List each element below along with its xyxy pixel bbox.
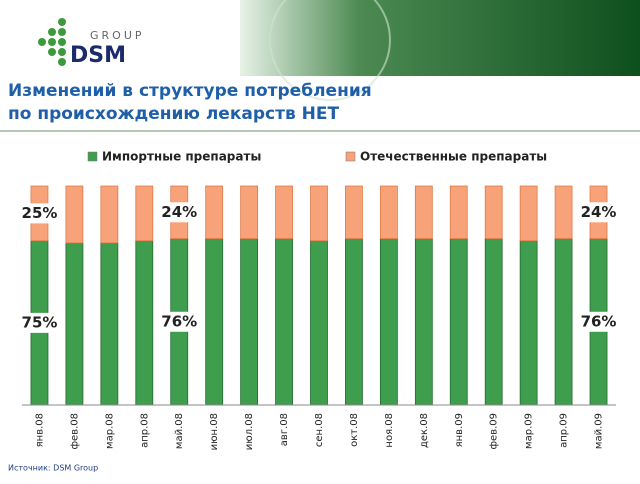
bar-segment xyxy=(100,242,119,406)
bar-segment xyxy=(275,238,293,406)
bar-segment xyxy=(414,185,433,239)
bar-segment xyxy=(310,240,328,406)
bar-segment xyxy=(135,185,154,242)
value-label-bg xyxy=(157,202,202,223)
clock-decoration xyxy=(269,0,391,101)
value-label-bg xyxy=(157,311,202,332)
bar-segment xyxy=(240,238,259,406)
legend-label: Отечественные препараты xyxy=(360,150,547,164)
x-tick-label: авг.08 xyxy=(279,413,290,446)
value-label-bg xyxy=(17,312,62,333)
bar-segment xyxy=(449,185,468,239)
logo: DSM xyxy=(70,43,126,68)
bar-segment xyxy=(345,238,363,406)
x-tick-label: мар.08 xyxy=(104,413,115,449)
bar-segment xyxy=(484,238,503,406)
bar-segment xyxy=(414,238,433,406)
value-label-bg xyxy=(17,203,62,224)
value-label-bg xyxy=(576,202,621,223)
bar-segment xyxy=(379,185,398,239)
x-tick-label: фев.08 xyxy=(69,413,80,450)
x-tick-label: окт.08 xyxy=(349,413,360,447)
x-tick-label: янв.08 xyxy=(34,413,45,447)
bar-segment xyxy=(554,185,573,239)
bar-segment xyxy=(379,238,398,406)
x-tick-label: янв.09 xyxy=(454,413,465,447)
title-line: по происхождению лекарств НЕТ xyxy=(8,104,339,124)
source: Источник: DSM Group xyxy=(8,464,98,473)
x-tick-label: дек.08 xyxy=(419,413,430,448)
x-tick-label: июл.08 xyxy=(244,413,255,450)
x-tick-label: сен.08 xyxy=(314,413,325,447)
x-tick-label: апр.09 xyxy=(559,413,570,448)
x-tick-label: мар.09 xyxy=(524,413,535,449)
x-tick-label: июн.08 xyxy=(209,413,220,450)
x-tick-label: ноя.08 xyxy=(384,413,395,448)
bar-segment xyxy=(484,185,503,239)
logo-sub: GROUP xyxy=(90,29,145,42)
x-tick-label: май.08 xyxy=(174,413,185,449)
value-label: 24% xyxy=(161,203,197,221)
value-label-bg xyxy=(576,311,621,332)
value-label: 76% xyxy=(161,312,197,330)
bar-segment xyxy=(275,185,293,239)
value-label: 25% xyxy=(22,204,58,222)
bar-segment xyxy=(449,238,468,406)
logo-mark xyxy=(38,18,66,66)
bar-segment xyxy=(135,240,154,406)
bar-segment xyxy=(554,238,573,406)
legend-swatch xyxy=(345,151,356,162)
value-label: 24% xyxy=(581,203,617,221)
bar-segment xyxy=(519,185,538,242)
legend-label: Импортные препараты xyxy=(102,150,261,164)
bar-segment xyxy=(519,240,538,406)
bar-segment xyxy=(65,242,84,406)
x-tick-label: май.09 xyxy=(594,413,605,449)
bar-segment xyxy=(240,185,259,239)
value-label: 76% xyxy=(581,312,617,330)
value-label: 75% xyxy=(22,313,58,331)
bar-segment xyxy=(310,185,328,242)
bar-segment xyxy=(345,185,363,239)
bar-segment xyxy=(100,185,119,244)
x-tick-label: апр.08 xyxy=(139,413,150,448)
bar-segment xyxy=(205,238,224,406)
bar-segment xyxy=(205,185,224,239)
x-tick-label: фев.09 xyxy=(489,413,500,450)
title-line: Изменений в структуре потребления xyxy=(8,81,372,101)
bar-segment xyxy=(65,185,84,244)
legend-swatch xyxy=(87,151,98,162)
header-image xyxy=(240,0,640,76)
